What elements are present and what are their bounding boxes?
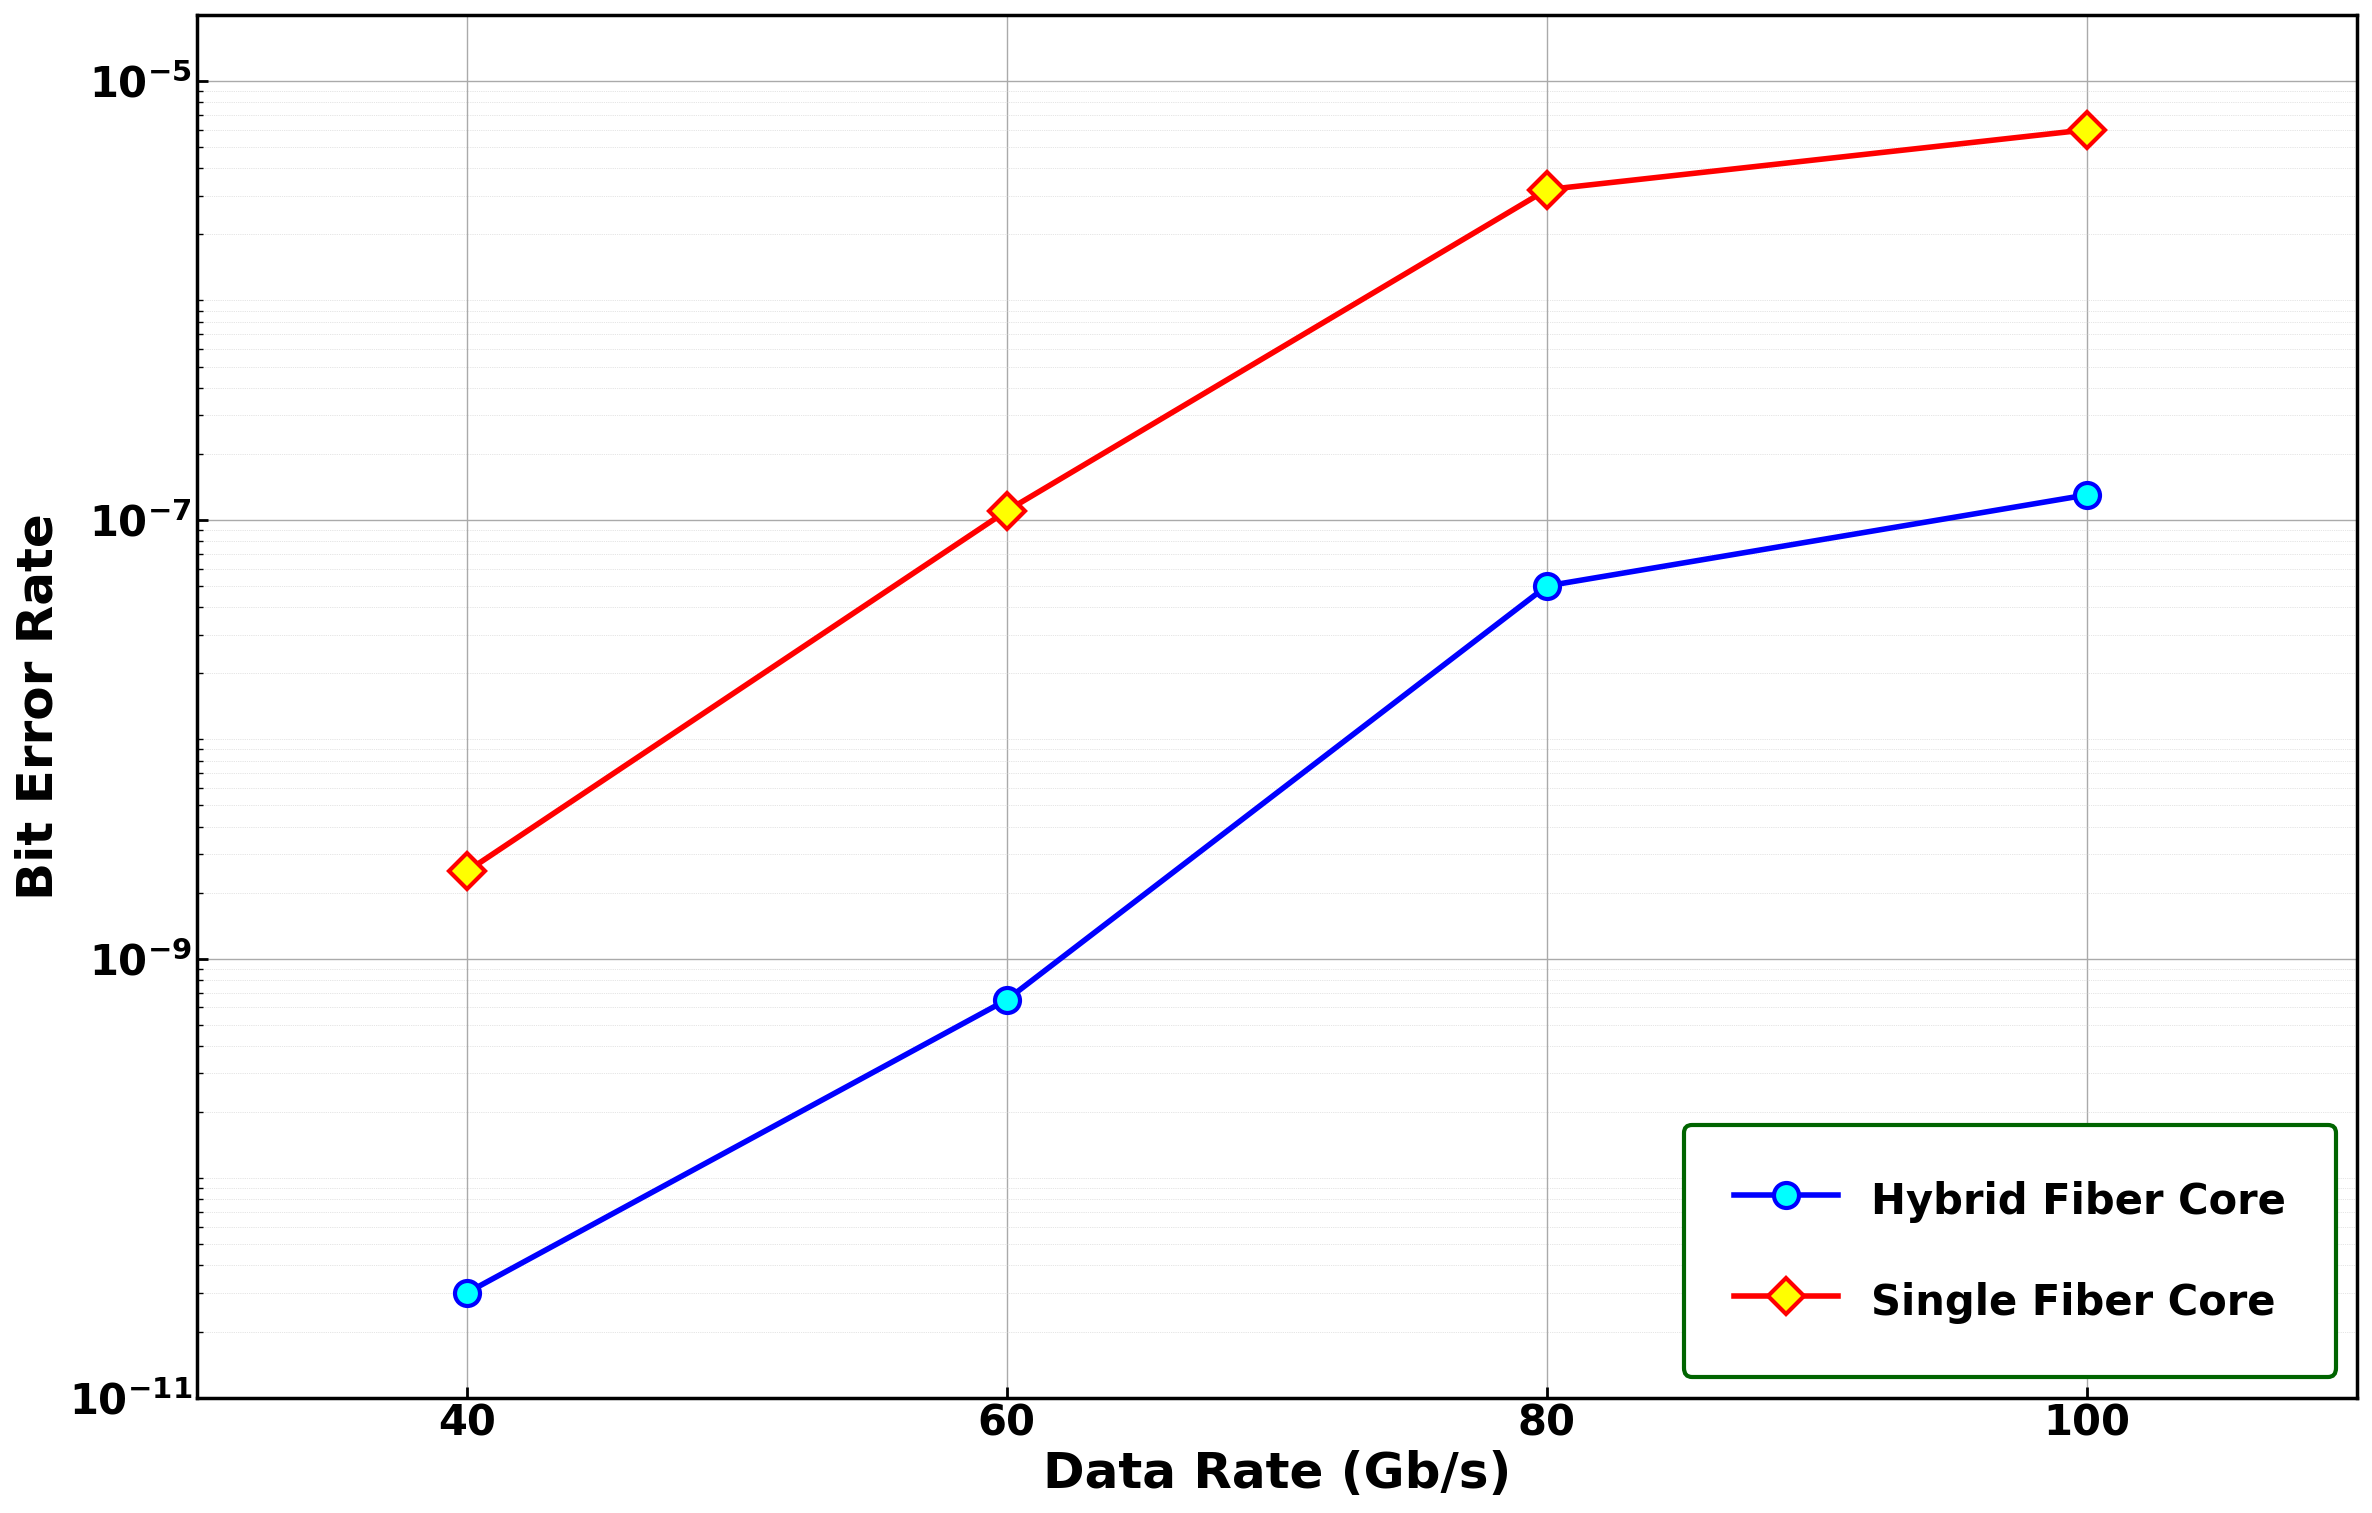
Hybrid Fiber Core xyxy=(1532,576,1561,595)
X-axis label: Data Rate (Gb/s): Data Rate (Gb/s) xyxy=(1044,1449,1511,1498)
Single Fiber Core xyxy=(1532,180,1561,198)
Hybrid Fiber Core xyxy=(2073,486,2102,504)
Single Fiber Core xyxy=(453,862,482,881)
Line: Hybrid Fiber Core: Hybrid Fiber Core xyxy=(453,483,2099,1306)
Single Fiber Core xyxy=(991,502,1020,520)
Single Fiber Core xyxy=(2073,121,2102,139)
Line: Single Fiber Core: Single Fiber Core xyxy=(453,117,2099,884)
Legend: Hybrid Fiber Core, Single Fiber Core: Hybrid Fiber Core, Single Fiber Core xyxy=(1684,1126,2336,1377)
Hybrid Fiber Core xyxy=(453,1285,482,1303)
Hybrid Fiber Core xyxy=(991,991,1020,1009)
Y-axis label: Bit Error Rate: Bit Error Rate xyxy=(14,513,64,900)
